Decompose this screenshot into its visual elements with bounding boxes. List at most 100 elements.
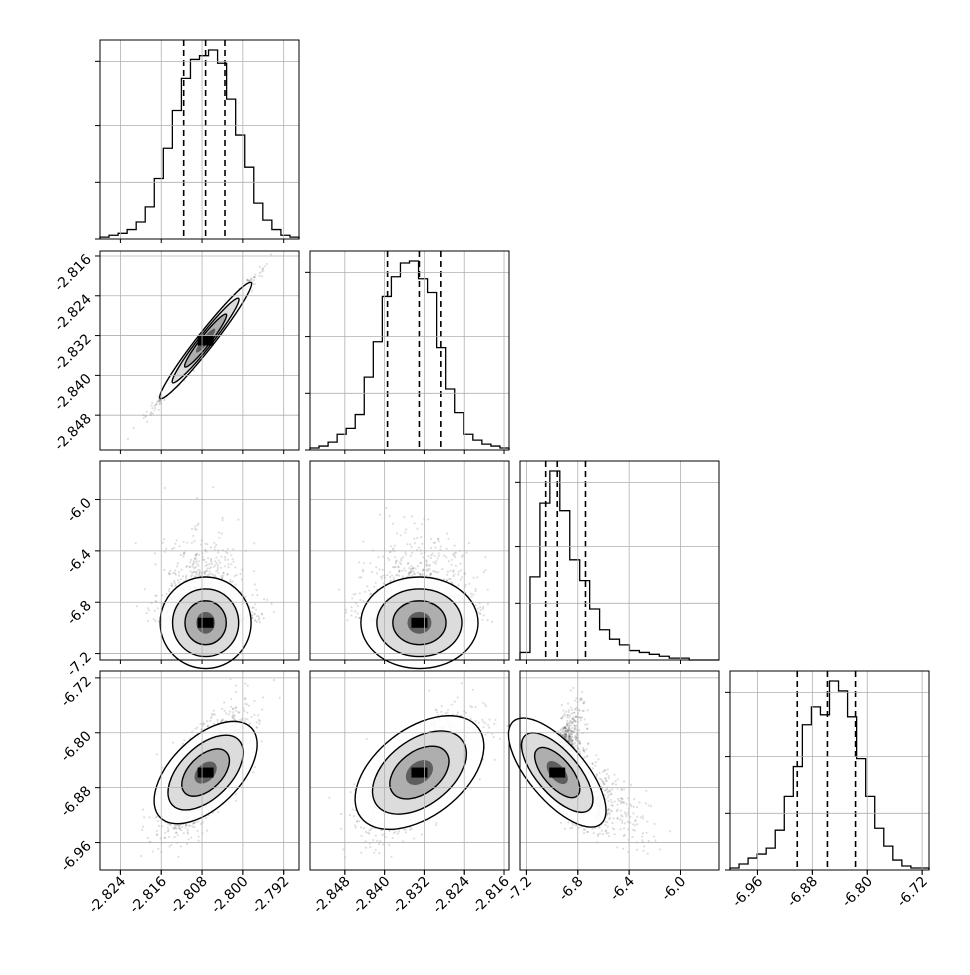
scatter-point	[460, 569, 462, 571]
scatter-point	[168, 588, 170, 590]
scatter-point	[151, 407, 153, 409]
scatter-point	[447, 571, 449, 573]
scatter-point	[143, 417, 145, 419]
scatter-point	[156, 401, 158, 403]
scatter-point	[416, 528, 418, 530]
scatter-point	[408, 572, 410, 574]
scatter-point	[208, 563, 210, 565]
scatter-point	[236, 574, 238, 576]
scatter-point	[346, 619, 348, 621]
scatter-point	[178, 571, 180, 573]
scatter-point	[221, 519, 223, 521]
scatter-point	[231, 580, 233, 582]
scatter-point	[453, 575, 455, 577]
scatter-point	[471, 596, 473, 598]
scatter-point	[476, 576, 478, 578]
scatter-point	[251, 607, 253, 609]
scatter-point	[394, 556, 396, 558]
scatter-point	[193, 540, 195, 542]
scatter-point	[199, 569, 201, 571]
scatter-point	[212, 574, 214, 576]
scatter-point	[164, 487, 166, 489]
scatter-point	[354, 610, 356, 612]
density-peak	[411, 618, 427, 628]
scatter-point	[479, 613, 481, 615]
scatter-point	[253, 570, 255, 572]
scatter-point	[224, 559, 226, 561]
scatter-point	[182, 555, 184, 557]
scatter-point	[210, 566, 212, 568]
scatter-point	[192, 564, 194, 566]
scatter-point	[434, 546, 436, 548]
histogram-panel	[520, 461, 719, 660]
scatter-point	[455, 565, 457, 567]
scatter-point	[457, 584, 459, 586]
scatter-point	[196, 497, 198, 499]
scatter-point	[135, 542, 137, 544]
scatter-point	[180, 578, 182, 580]
scatter-point	[421, 543, 423, 545]
scatter-point	[206, 564, 208, 566]
scatter-point	[214, 560, 216, 562]
scatter-point	[355, 602, 357, 604]
scatter-point	[188, 566, 190, 568]
scatter-point	[395, 562, 397, 564]
scatter-point	[390, 580, 392, 582]
scatter-point	[410, 555, 412, 557]
scatter-point	[259, 621, 261, 623]
scatter-point	[411, 552, 413, 554]
scatter-point	[373, 586, 375, 588]
scatter-point	[157, 607, 159, 609]
scatter-point	[441, 568, 443, 570]
scatter-point	[251, 611, 253, 613]
scatter-point	[357, 612, 359, 614]
scatter-point	[487, 619, 489, 621]
scatter-point	[173, 547, 175, 549]
scatter-point	[230, 563, 232, 565]
scatter-point	[237, 519, 239, 521]
scatter-point	[270, 253, 272, 255]
scatter-point	[263, 617, 265, 619]
scatter-point	[491, 621, 493, 623]
scatter-point	[234, 584, 236, 586]
scatter-point	[234, 566, 236, 568]
scatter-point	[254, 583, 256, 585]
scatter-point	[220, 567, 222, 569]
scatter-point	[360, 576, 362, 578]
scatter-point	[263, 598, 265, 600]
scatter-point	[445, 556, 447, 558]
scatter-point	[366, 585, 368, 587]
scatter-point	[261, 613, 263, 615]
scatter-point	[451, 559, 453, 561]
scatter-point	[379, 514, 381, 516]
scatter-point	[154, 563, 156, 565]
scatter-point	[419, 573, 421, 575]
scatter-point	[405, 528, 407, 530]
scatter-point	[362, 569, 364, 571]
scatter-point	[415, 567, 417, 569]
scatter-point	[391, 574, 393, 576]
scatter-point	[195, 529, 197, 531]
scatter-point	[417, 565, 419, 567]
scatter-point	[362, 541, 364, 543]
scatter-point	[253, 542, 255, 544]
scatter-point	[377, 556, 379, 558]
scatter-point	[385, 507, 387, 509]
scatter-point	[194, 525, 196, 527]
scatter-point	[158, 409, 160, 411]
scatter-point	[382, 555, 384, 557]
scatter-point	[154, 552, 156, 554]
scatter-point	[254, 603, 256, 605]
scatter-point	[352, 593, 354, 595]
scatter-point	[359, 599, 361, 601]
scatter-point	[413, 570, 415, 572]
scatter-point	[421, 553, 423, 555]
scatter-point	[208, 571, 210, 573]
scatter-point	[359, 592, 361, 594]
scatter-point	[204, 543, 206, 545]
scatter-point	[178, 582, 180, 584]
scatter-point	[195, 566, 197, 568]
scatter-point	[261, 275, 263, 277]
scatter-point	[184, 551, 186, 553]
